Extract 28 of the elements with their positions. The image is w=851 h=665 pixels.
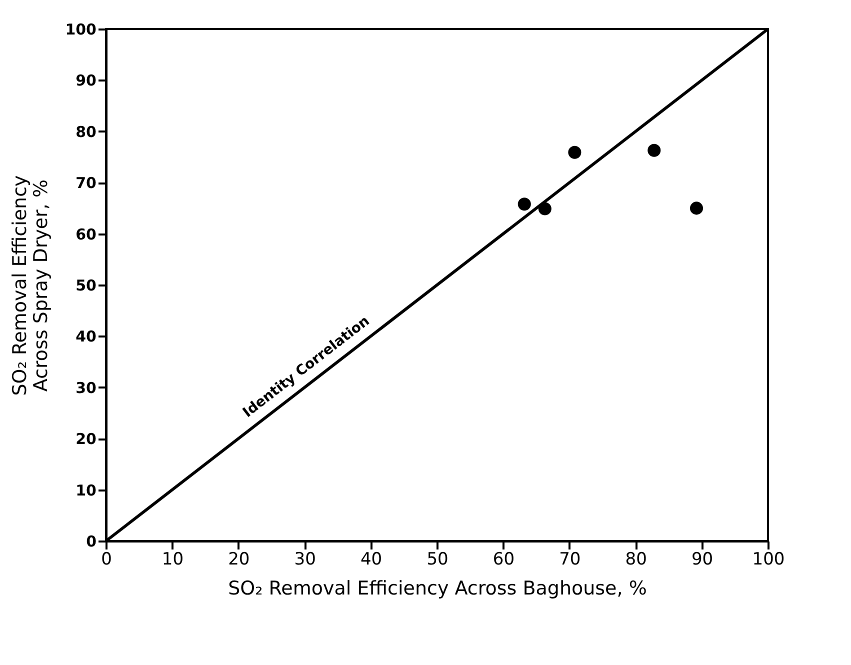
- y-tick-label: 90: [76, 72, 96, 90]
- point: [518, 198, 531, 211]
- x-tick-label: 30: [294, 550, 316, 570]
- x-tick-label: 100: [752, 550, 785, 570]
- x-tick-label: 80: [625, 550, 647, 570]
- x-tick-label: 70: [559, 550, 581, 570]
- y-tick-label: 80: [76, 122, 96, 141]
- y-tick-label: 60: [76, 225, 96, 244]
- y-tick-label: 0: [86, 532, 96, 550]
- x-axis-title: SO₂ Removal Efficiency Across Baghouse, %: [228, 578, 647, 600]
- y-tick-label: 50: [76, 276, 96, 294]
- y-tick-label: 70: [76, 174, 96, 192]
- x-tick-label: 90: [691, 550, 714, 570]
- point: [568, 146, 582, 159]
- y-tick-label: 20: [76, 430, 96, 448]
- x-tick-label: 20: [228, 550, 250, 570]
- point: [648, 144, 661, 157]
- y-tick-label: 10: [76, 481, 96, 500]
- x-tick-label: 50: [426, 550, 448, 570]
- y-tick-label: 40: [76, 328, 96, 346]
- x-tick-label: 60: [492, 550, 515, 570]
- y-axis-title: SO₂ Removal Efficiency Across Spray Dryer, %: [9, 175, 52, 396]
- point: [690, 202, 704, 215]
- x-tick-label: 0: [101, 550, 112, 570]
- y-tick-label: 100: [65, 20, 96, 38]
- x-tick-label: 10: [162, 550, 184, 570]
- y-tick-label: 30: [76, 378, 96, 397]
- x-tick-label: 40: [360, 550, 382, 570]
